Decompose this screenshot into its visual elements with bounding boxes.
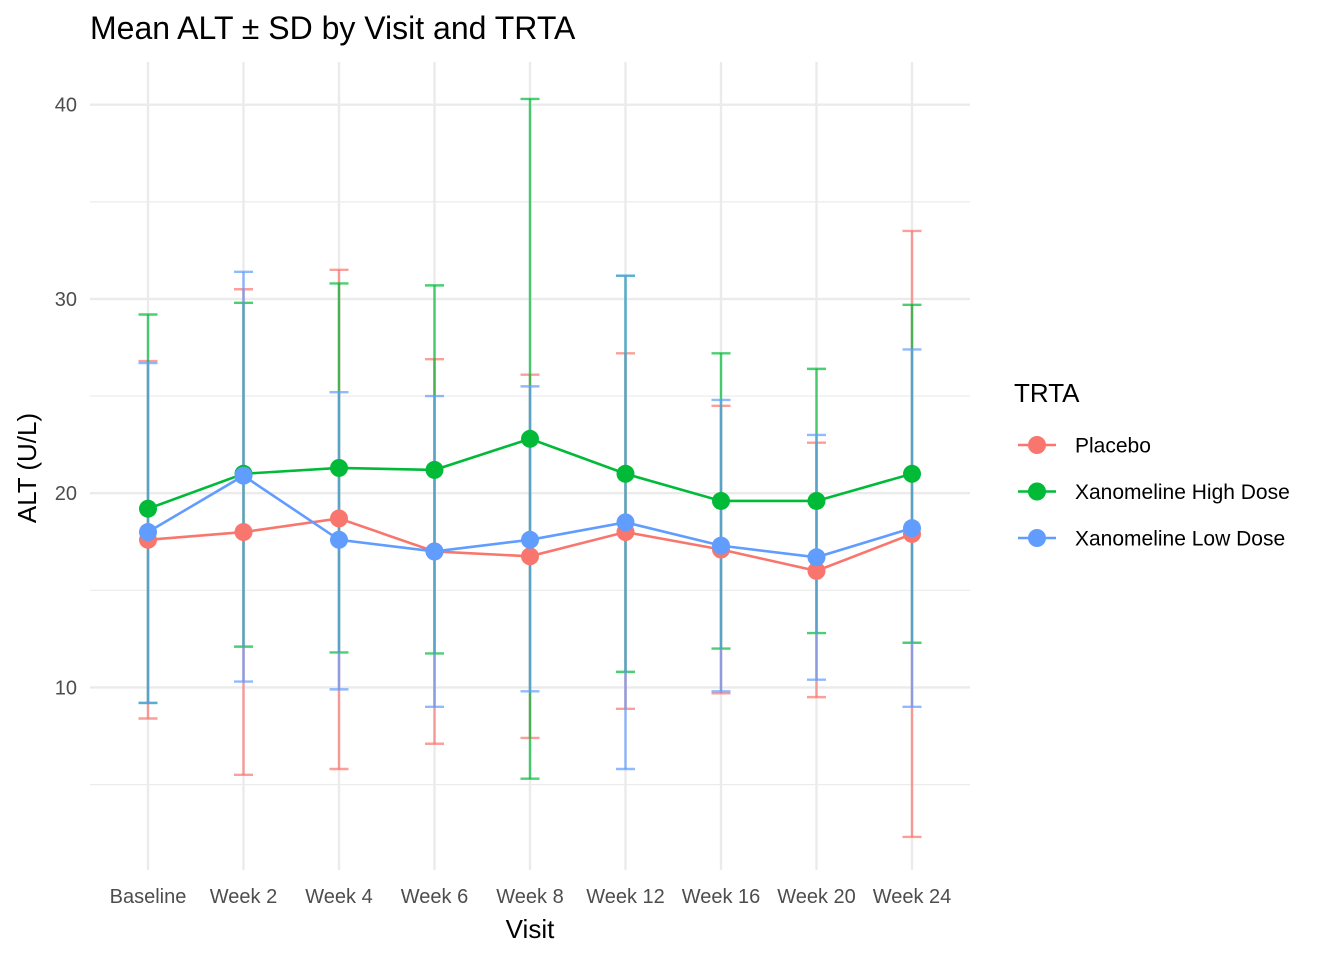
data-point bbox=[139, 523, 157, 542]
y-tick-label: 10 bbox=[55, 677, 77, 699]
data-point bbox=[425, 542, 444, 561]
legend-label: Xanomeline High Dose bbox=[1075, 481, 1290, 504]
x-axis-ticks: Baseline Week 2 Week 4 Week 6 Week 8 Week 12 W… bbox=[110, 886, 952, 908]
x-tick-label: Week 8 bbox=[496, 886, 563, 908]
x-tick-label: Week 4 bbox=[305, 886, 372, 908]
legend-item: Placebo bbox=[1018, 435, 1151, 458]
data-point bbox=[521, 429, 539, 448]
data-point bbox=[521, 530, 539, 549]
data-point bbox=[903, 519, 921, 538]
data-point bbox=[807, 561, 826, 580]
y-axis-title: ALT (U/L) bbox=[12, 413, 42, 523]
legend-title: TRTA bbox=[1014, 378, 1080, 408]
data-point bbox=[234, 466, 253, 485]
x-axis-title: Visit bbox=[506, 914, 555, 944]
data-point bbox=[807, 548, 826, 567]
data-point bbox=[521, 547, 539, 566]
data-point bbox=[712, 491, 730, 510]
data-point bbox=[903, 464, 921, 483]
data-point bbox=[330, 458, 348, 477]
y-tick-label: 20 bbox=[55, 483, 77, 505]
y-axis-ticks: 10 20 30 40 bbox=[55, 95, 77, 700]
y-tick-label: 40 bbox=[55, 95, 77, 117]
data-point bbox=[330, 530, 348, 549]
legend-key-point bbox=[1028, 482, 1046, 501]
data-point bbox=[712, 536, 730, 555]
data-point bbox=[139, 499, 157, 518]
legend-item: Xanomeline Low Dose bbox=[1018, 528, 1285, 551]
x-tick-label: Week 24 bbox=[873, 886, 952, 908]
legend-label: Placebo bbox=[1075, 435, 1151, 458]
data-point bbox=[330, 509, 348, 528]
x-tick-label: Week 2 bbox=[210, 886, 277, 908]
chart-title: Mean ALT ± SD by Visit and TRTA bbox=[90, 10, 576, 46]
x-tick-label: Week 12 bbox=[586, 886, 665, 908]
data-point bbox=[807, 491, 826, 510]
data-point bbox=[234, 523, 253, 542]
legend-item: Xanomeline High Dose bbox=[1018, 481, 1290, 504]
legend-key-point bbox=[1028, 529, 1046, 547]
x-tick-label: Baseline bbox=[110, 886, 187, 908]
x-tick-label: Week 20 bbox=[777, 886, 856, 908]
x-tick-label: Week 6 bbox=[401, 886, 468, 908]
data-point bbox=[616, 464, 635, 483]
x-tick-label: Week 16 bbox=[682, 886, 761, 908]
error-bars bbox=[138, 97, 922, 839]
legend-key-point bbox=[1028, 436, 1046, 454]
data-point bbox=[616, 513, 635, 532]
legend-label: Xanomeline Low Dose bbox=[1075, 528, 1285, 551]
y-tick-label: 30 bbox=[55, 289, 77, 311]
data-point bbox=[425, 460, 444, 479]
series-points bbox=[139, 429, 921, 580]
legend: TRTA Placebo Xanomeline High Dose Xanomeli… bbox=[1014, 378, 1290, 551]
